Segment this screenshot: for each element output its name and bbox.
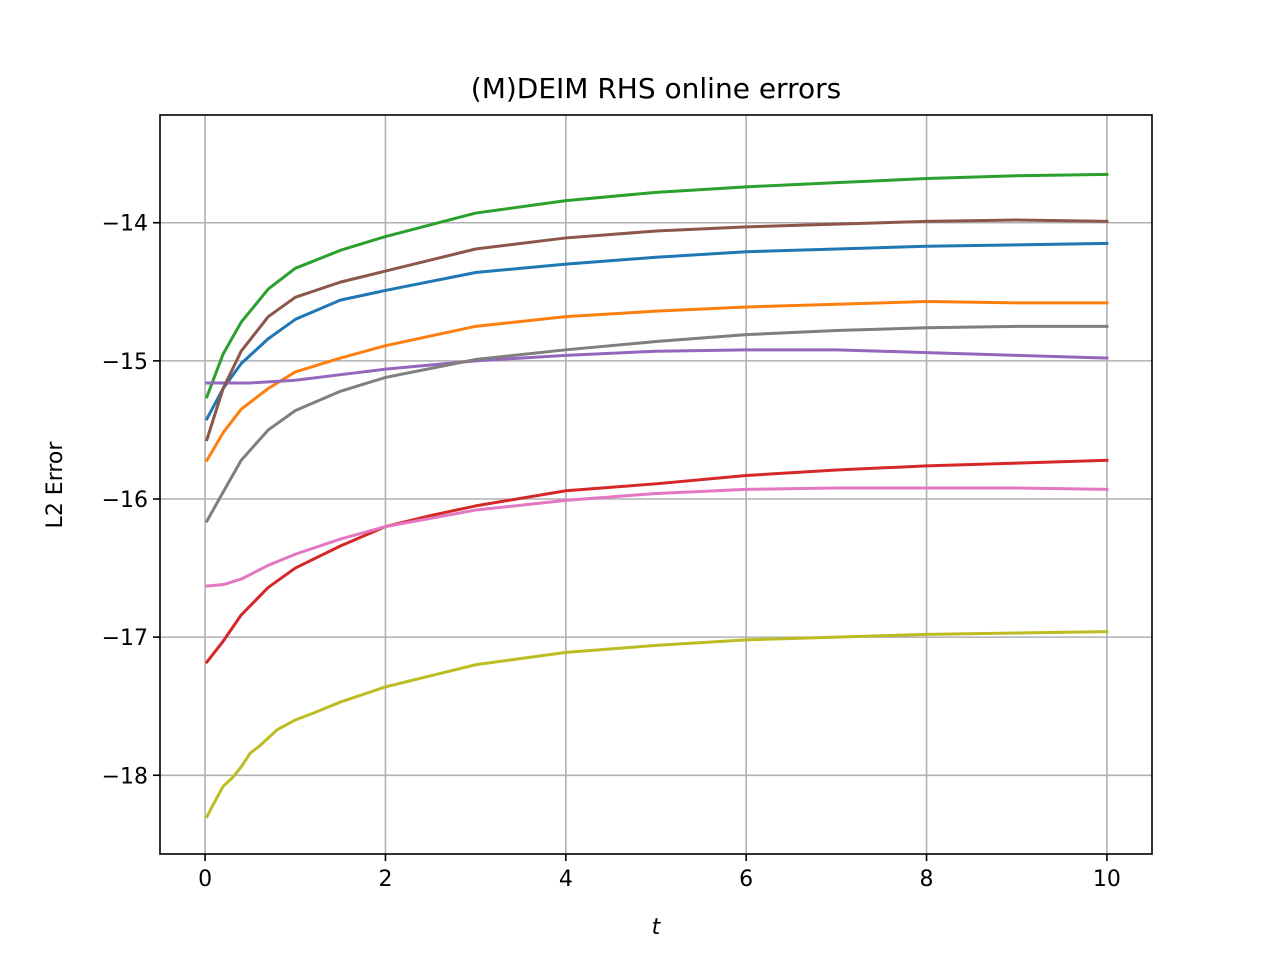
series-line-5 (205, 348, 1109, 385)
y-tick-label: −14 (102, 212, 148, 237)
series-line-1 (204, 241, 1109, 421)
y-axis-ticks: −18 −17 −16 −15 −14 (102, 212, 160, 789)
series-group (204, 172, 1109, 819)
series-line-3 (204, 172, 1109, 399)
plot-frame (159, 114, 1153, 855)
y-tick-label: −16 (102, 488, 148, 513)
x-tick-label: 0 (198, 867, 212, 892)
x-tick-label: 8 (920, 867, 934, 892)
series-line-2 (204, 299, 1109, 463)
y-tick-label: −17 (102, 626, 148, 651)
y-axis-label: L2 Error (43, 441, 68, 529)
y-tick-label: −18 (102, 764, 148, 789)
y-tick-label: −15 (102, 350, 148, 375)
series-line-8 (204, 324, 1109, 524)
series-line-9 (204, 630, 1109, 819)
series-line-6 (205, 218, 1109, 442)
x-tick-label: 2 (378, 867, 392, 892)
chart-title: (M)DEIM RHS online errors (471, 72, 841, 105)
x-axis-ticks: 0 2 4 6 8 10 (198, 854, 1121, 892)
x-tick-label: 6 (739, 867, 753, 892)
series-line-4 (204, 458, 1109, 665)
x-axis-label: t (652, 915, 662, 940)
x-tick-label: 10 (1093, 867, 1121, 892)
series-line-7 (205, 486, 1109, 588)
x-tick-label: 4 (559, 867, 573, 892)
